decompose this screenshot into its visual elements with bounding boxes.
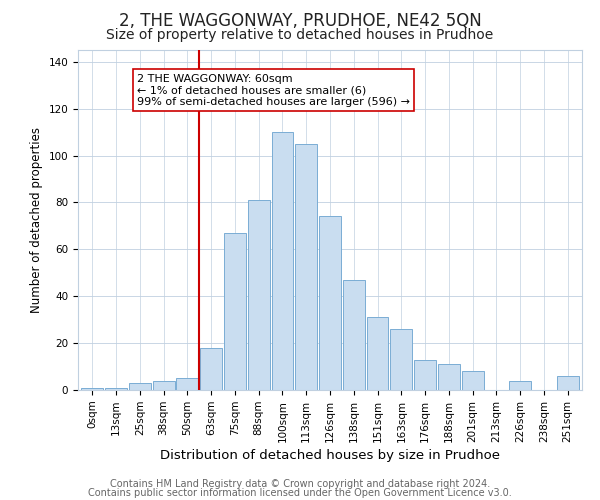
Text: Contains HM Land Registry data © Crown copyright and database right 2024.: Contains HM Land Registry data © Crown c… (110, 479, 490, 489)
Bar (462, 371, 484, 390)
Bar (82, 388, 103, 390)
Bar (438, 364, 460, 390)
Bar (272, 132, 293, 390)
Bar (152, 380, 175, 390)
Bar (557, 376, 578, 390)
Bar (200, 348, 222, 390)
Bar (248, 200, 269, 390)
Bar (343, 280, 365, 390)
Bar (224, 233, 246, 390)
Bar (105, 388, 127, 390)
Text: Size of property relative to detached houses in Prudhoe: Size of property relative to detached ho… (106, 28, 494, 42)
X-axis label: Distribution of detached houses by size in Prudhoe: Distribution of detached houses by size … (160, 449, 500, 462)
Bar (414, 360, 436, 390)
Text: 2 THE WAGGONWAY: 60sqm
← 1% of detached houses are smaller (6)
99% of semi-detac: 2 THE WAGGONWAY: 60sqm ← 1% of detached … (137, 74, 410, 107)
Bar (367, 318, 388, 390)
Text: 2, THE WAGGONWAY, PRUDHOE, NE42 5QN: 2, THE WAGGONWAY, PRUDHOE, NE42 5QN (119, 12, 481, 30)
Bar (176, 378, 198, 390)
Bar (319, 216, 341, 390)
Bar (129, 383, 151, 390)
Text: Contains public sector information licensed under the Open Government Licence v3: Contains public sector information licen… (88, 488, 512, 498)
Bar (509, 380, 531, 390)
Y-axis label: Number of detached properties: Number of detached properties (30, 127, 43, 313)
Bar (391, 329, 412, 390)
Bar (295, 144, 317, 390)
